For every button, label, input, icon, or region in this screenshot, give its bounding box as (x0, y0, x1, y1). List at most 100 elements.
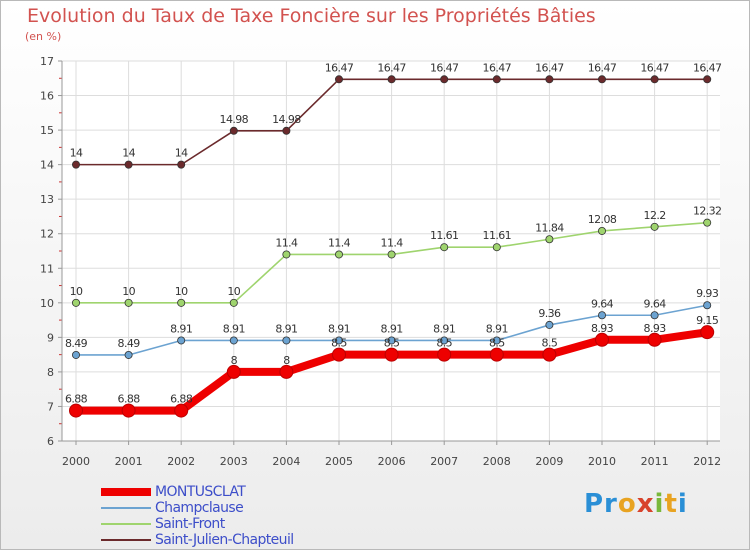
data-point-saint-front (334, 250, 343, 259)
y-tick-label: 7 (47, 400, 54, 413)
data-point-montusclat (69, 403, 83, 418)
data-label-saint-julien-chapteuil: 16.47 (693, 61, 722, 74)
data-point-champclause (492, 336, 501, 345)
y-tick-label: 10 (40, 297, 54, 310)
data-point-saint-front (440, 243, 449, 252)
data-label-saint-front: 10 (122, 285, 135, 298)
data-label-saint-front: 11.84 (535, 221, 564, 234)
data-point-champclause (545, 320, 554, 329)
data-point-saint-front (229, 298, 238, 307)
data-label-montusclat: 8.5 (436, 337, 452, 350)
data-label-montusclat: 6.88 (170, 393, 193, 406)
data-label-saint-front: 10 (175, 285, 188, 298)
data-label-champclause: 8.91 (328, 322, 350, 335)
data-label-champclause: 9.64 (591, 297, 614, 310)
legend-item-saint-front: Saint-Front (101, 516, 294, 532)
data-label-saint-julien-chapteuil: 16.47 (588, 61, 617, 74)
legend-swatch-saint-julien-chapteuil (101, 539, 151, 541)
data-label-saint-front: 11.61 (430, 229, 459, 242)
y-tick-label: 6 (47, 435, 54, 448)
data-point-saint-julien-chapteuil (229, 126, 238, 135)
data-point-champclause (177, 336, 186, 345)
y-tick-label: 13 (40, 193, 54, 206)
data-label-saint-front: 10 (70, 285, 83, 298)
data-point-champclause (598, 311, 607, 320)
y-tick-label: 16 (40, 90, 54, 103)
data-point-saint-front (545, 235, 554, 244)
data-point-montusclat (279, 364, 294, 379)
data-point-champclause (334, 336, 343, 345)
data-point-saint-front (282, 250, 291, 259)
data-label-saint-julien-chapteuil: 14.98 (272, 113, 301, 126)
data-label-champclause: 8.91 (170, 322, 192, 335)
data-label-saint-julien-chapteuil: 14 (175, 147, 188, 160)
data-point-saint-julien-chapteuil (282, 126, 291, 135)
legend: MONTUSCLAT Champclause Saint-Front Saint… (101, 484, 294, 548)
data-point-saint-julien-chapteuil (545, 75, 554, 84)
data-label-montusclat: 8.5 (542, 337, 558, 350)
data-point-montusclat (542, 347, 557, 362)
data-label-champclause: 9.64 (644, 297, 667, 310)
data-point-saint-front (177, 298, 186, 307)
x-tick-label: 2008 (483, 455, 511, 468)
data-point-saint-julien-chapteuil (72, 160, 81, 169)
data-point-champclause (703, 301, 712, 310)
data-label-champclause: 9.36 (538, 307, 561, 320)
data-point-saint-front (72, 298, 81, 307)
data-label-saint-julien-chapteuil: 14 (122, 147, 135, 160)
x-tick-label: 2001 (115, 455, 143, 468)
data-point-saint-julien-chapteuil (124, 160, 133, 169)
x-tick-label: 2004 (272, 455, 300, 468)
data-label-montusclat: 6.88 (65, 393, 88, 406)
legend-item-montusclat: MONTUSCLAT (101, 484, 294, 500)
legend-label-montusclat: MONTUSCLAT (155, 484, 246, 500)
data-point-saint-julien-chapteuil (387, 75, 396, 84)
x-tick-label: 2010 (588, 455, 616, 468)
data-point-montusclat (174, 403, 189, 418)
data-point-montusclat (226, 364, 241, 379)
data-label-saint-front: 12.2 (644, 209, 666, 222)
data-label-montusclat: 9.15 (696, 314, 719, 327)
x-tick-label: 2009 (535, 455, 563, 468)
data-point-montusclat (121, 403, 136, 418)
data-point-montusclat (489, 347, 504, 362)
data-label-montusclat: 8.5 (331, 337, 347, 350)
data-label-saint-front: 11.4 (381, 236, 404, 249)
data-label-champclause: 8.49 (65, 337, 88, 350)
legend-label-saint-julien-chapteuil: Saint-Julien-Chapteuil (155, 532, 294, 548)
data-label-saint-julien-chapteuil: 16.47 (640, 61, 669, 74)
data-point-saint-julien-chapteuil (334, 75, 343, 84)
data-label-montusclat: 8 (231, 354, 238, 367)
legend-label-saint-front: Saint-Front (155, 516, 225, 532)
data-point-montusclat (384, 347, 399, 362)
x-tick-label: 2003 (220, 455, 248, 468)
legend-swatch-saint-front (101, 523, 151, 525)
data-label-saint-julien-chapteuil: 14 (70, 147, 83, 160)
data-point-saint-front (124, 298, 133, 307)
data-label-champclause: 8.91 (381, 322, 403, 335)
data-point-saint-julien-chapteuil (703, 75, 712, 84)
data-point-champclause (229, 336, 238, 345)
data-point-montusclat (647, 332, 662, 347)
y-tick-label: 15 (40, 124, 54, 137)
y-tick-label: 9 (47, 331, 54, 344)
y-tick-label: 11 (40, 262, 54, 275)
data-point-champclause (650, 311, 659, 320)
data-label-saint-front: 11.4 (328, 236, 351, 249)
proxiti-logo: Proxiti (584, 489, 688, 519)
data-label-saint-julien-chapteuil: 16.47 (377, 61, 406, 74)
data-point-saint-front (703, 218, 712, 227)
data-point-saint-front (492, 243, 501, 252)
data-point-champclause (387, 336, 396, 345)
data-point-saint-julien-chapteuil (492, 75, 501, 84)
x-tick-label: 2000 (62, 455, 90, 468)
data-label-champclause: 8.91 (223, 322, 245, 335)
y-tick-label: 14 (40, 159, 54, 172)
data-point-saint-front (598, 226, 607, 235)
data-point-champclause (282, 336, 291, 345)
y-tick-label: 17 (40, 55, 54, 68)
legend-label-champclause: Champclause (155, 500, 244, 516)
data-point-montusclat (595, 332, 609, 347)
data-label-champclause: 9.93 (696, 287, 719, 300)
